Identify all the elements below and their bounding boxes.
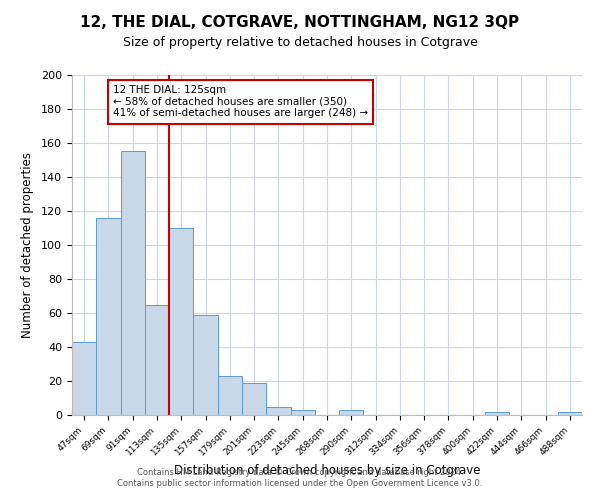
Bar — [121, 152, 145, 415]
X-axis label: Distribution of detached houses by size in Cotgrave: Distribution of detached houses by size … — [174, 464, 480, 477]
Bar — [72, 342, 96, 415]
Bar — [193, 314, 218, 415]
Bar — [290, 410, 315, 415]
Text: 12, THE DIAL, COTGRAVE, NOTTINGHAM, NG12 3QP: 12, THE DIAL, COTGRAVE, NOTTINGHAM, NG12… — [80, 15, 520, 30]
Bar — [169, 228, 193, 415]
Bar — [485, 412, 509, 415]
Bar — [266, 406, 290, 415]
Bar — [218, 376, 242, 415]
Text: 12 THE DIAL: 125sqm
← 58% of detached houses are smaller (350)
41% of semi-detac: 12 THE DIAL: 125sqm ← 58% of detached ho… — [113, 85, 368, 118]
Y-axis label: Number of detached properties: Number of detached properties — [21, 152, 34, 338]
Bar — [145, 304, 169, 415]
Text: Contains HM Land Registry data © Crown copyright and database right 2024.
Contai: Contains HM Land Registry data © Crown c… — [118, 468, 482, 487]
Bar — [339, 410, 364, 415]
Text: Size of property relative to detached houses in Cotgrave: Size of property relative to detached ho… — [122, 36, 478, 49]
Bar — [558, 412, 582, 415]
Bar — [242, 382, 266, 415]
Bar — [96, 218, 121, 415]
